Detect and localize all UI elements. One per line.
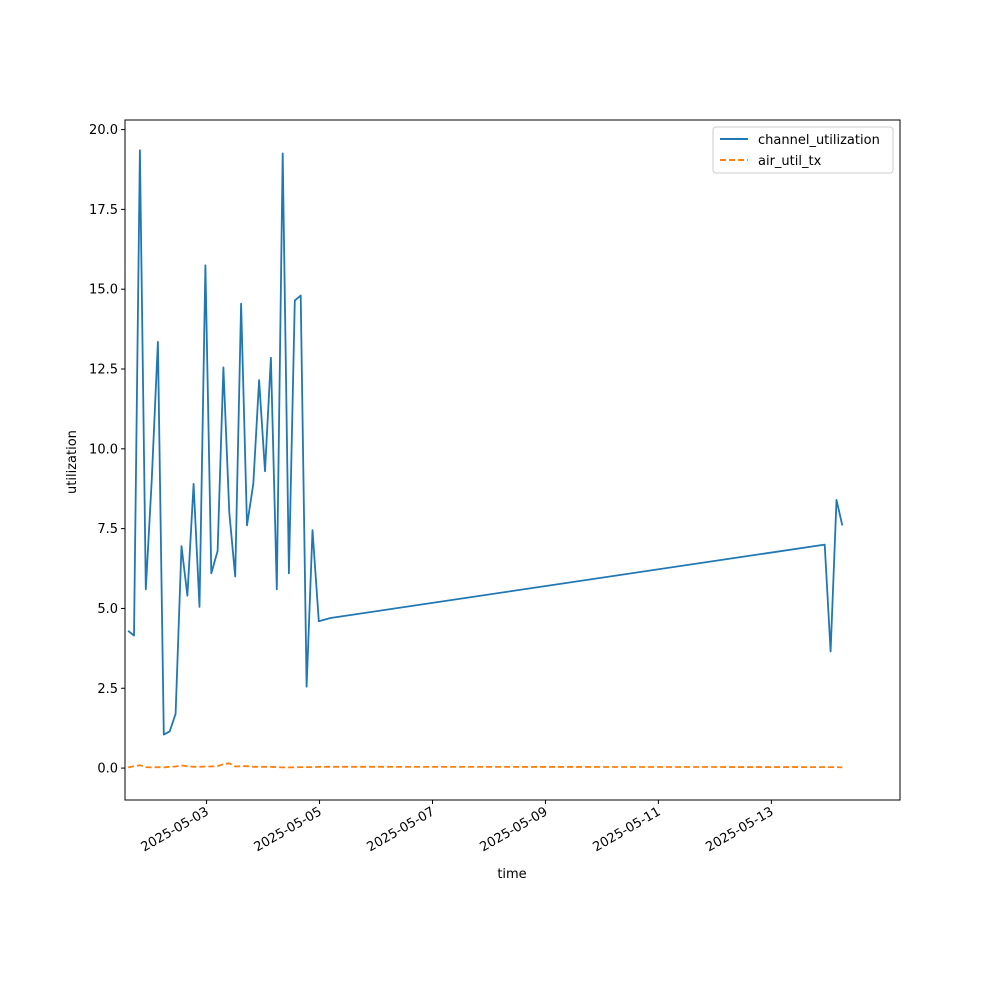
y-tick-label: 7.5: [97, 522, 118, 537]
series-layer: [127, 149, 844, 769]
plot-frame: [124, 119, 901, 801]
y-axis-ticks: 0.0 2.5 5.0 7.5 10.0 12.5 15.0 17.5 20.0: [89, 123, 125, 777]
series-line-air-util-tx: [127, 762, 843, 769]
legend: channel_utilization air_util_tx: [712, 126, 894, 174]
series-line-channel-utilization: [127, 149, 844, 736]
y-tick-label: 15.0: [89, 283, 118, 298]
legend-entry-air-util-tx: air_util_tx: [758, 154, 822, 169]
legend-entry-channel-utilization: channel_utilization: [758, 133, 880, 148]
y-axis-label: utilization: [65, 430, 80, 494]
legend-box: [712, 126, 894, 174]
y-tick-label: 5.0: [97, 602, 118, 617]
y-tick-label: 2.5: [97, 682, 118, 697]
y-tick-label: 12.5: [89, 363, 118, 378]
x-axis-label: time: [497, 867, 526, 882]
y-tick-label: 10.0: [89, 442, 118, 457]
y-tick-label: 17.5: [89, 203, 118, 218]
y-tick-label: 20.0: [89, 123, 118, 138]
y-tick-label: 0.0: [97, 762, 118, 777]
